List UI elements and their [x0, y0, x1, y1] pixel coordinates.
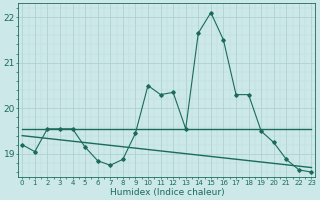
X-axis label: Humidex (Indice chaleur): Humidex (Indice chaleur) [109, 188, 224, 197]
